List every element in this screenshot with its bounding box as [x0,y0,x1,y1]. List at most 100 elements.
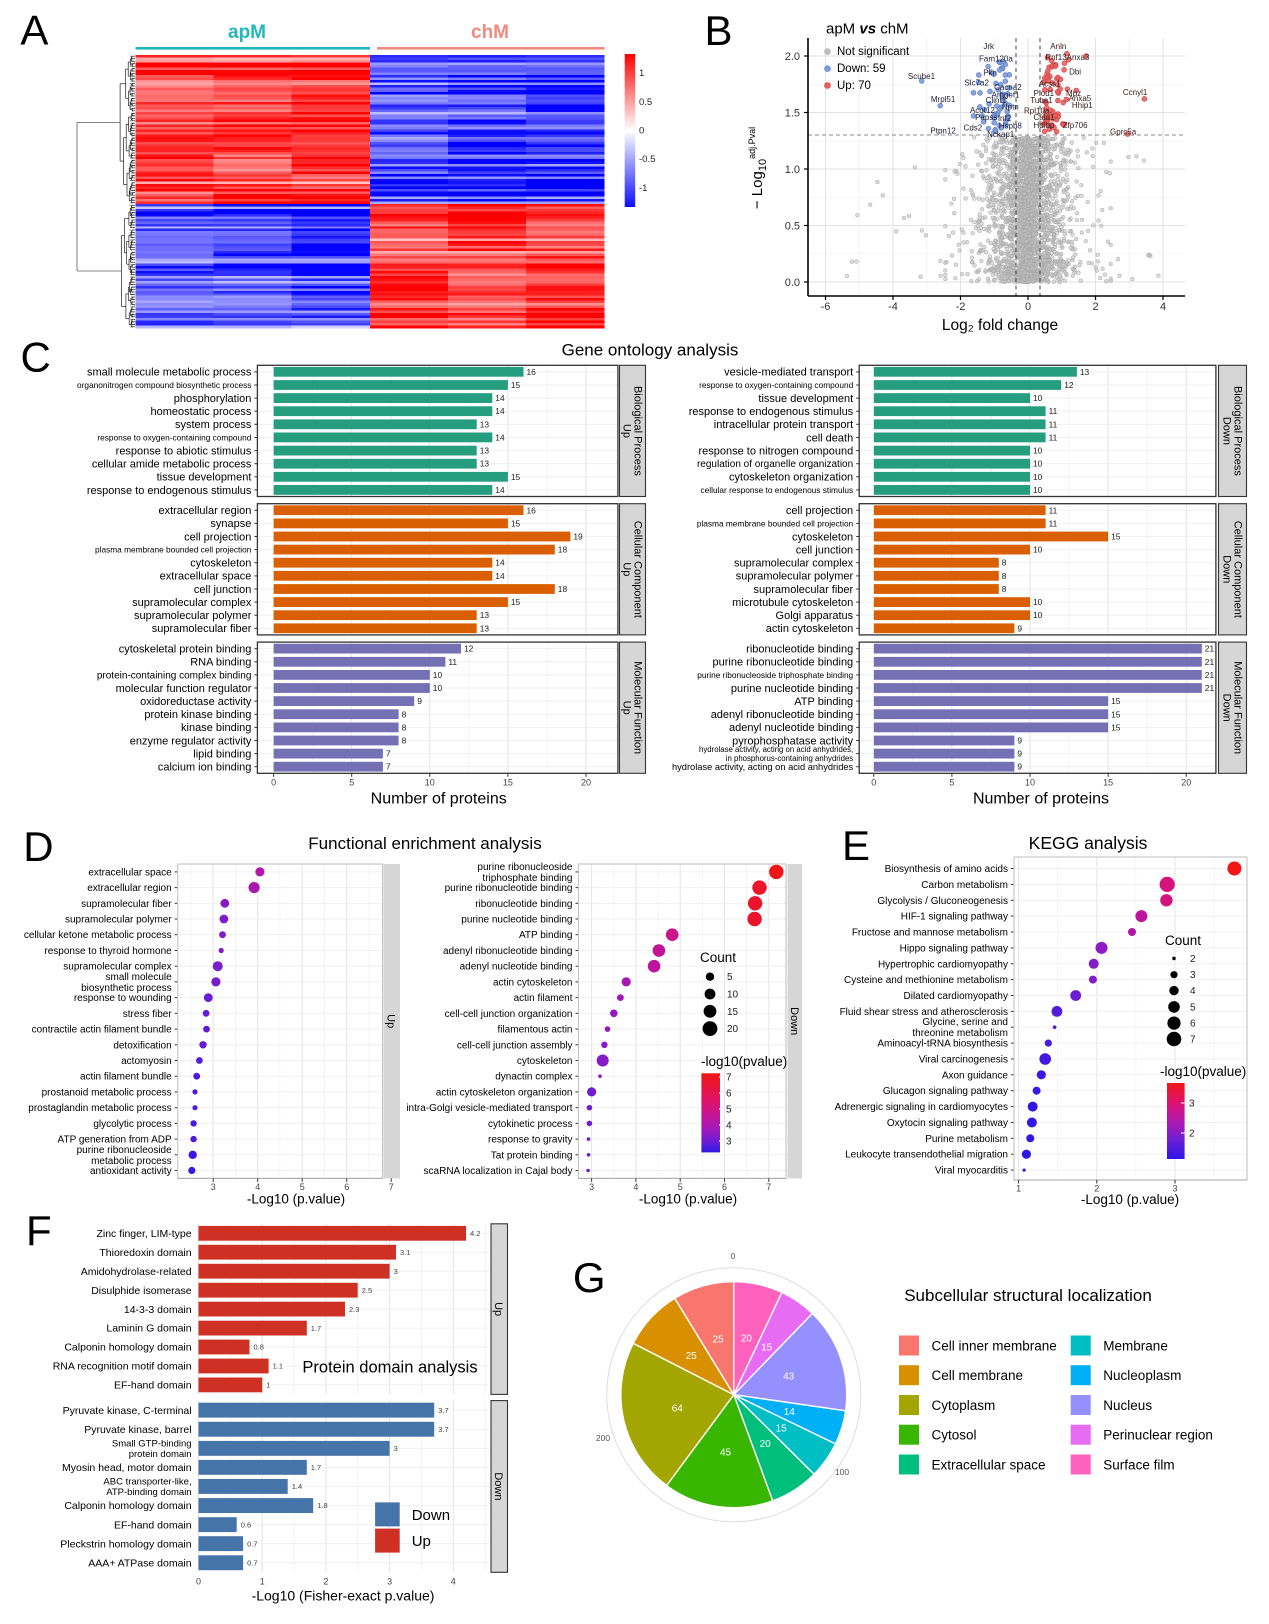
svg-text:Down: Down [412,1507,450,1524]
svg-text:ribonucleotide binding: ribonucleotide binding [475,899,572,910]
svg-text:Glucagon signaling pathway: Glucagon signaling pathway [883,1086,1008,1097]
svg-text:Disulphide isomerase: Disulphide isomerase [91,1285,192,1297]
svg-text:15: 15 [511,597,521,607]
svg-text:Mrpl51: Mrpl51 [931,95,956,104]
svg-text:Laminin G domain: Laminin G domain [106,1323,191,1335]
svg-text:Pkn: Pkn [983,68,997,77]
svg-text:purine nucleotide binding: purine nucleotide binding [731,683,853,695]
svg-text:-1: -1 [639,183,647,194]
svg-text:13: 13 [1080,367,1090,377]
svg-text:response to wounding: response to wounding [74,993,172,1004]
svg-text:19: 19 [573,532,583,542]
svg-text:Number of proteins: Number of proteins [371,791,507,808]
svg-text:prostanoid metabolic process: prostanoid metabolic process [42,1087,172,1098]
svg-text:supramolecular fiber: supramolecular fiber [754,584,854,596]
svg-text:Small GTP-binding: Small GTP-binding [112,1438,192,1449]
svg-text:43: 43 [783,1371,795,1382]
svg-text:organonitrogen compound biosyn: organonitrogen compound biosynthetic pro… [77,380,251,390]
svg-text:Functional enrichment analysis: Functional enrichment analysis [308,834,541,853]
svg-text:Biological Process: Biological Process [1232,386,1244,476]
svg-text:20: 20 [760,1439,772,1450]
svg-text:3: 3 [211,1182,216,1192]
svg-text:15: 15 [1111,722,1121,732]
svg-text:response to endogenous stimulu: response to endogenous stimulus [689,406,854,418]
svg-text:3: 3 [387,1576,392,1586]
svg-text:Golgi apparatus: Golgi apparatus [776,610,854,622]
svg-text:adenyl nucleotide binding: adenyl nucleotide binding [460,962,573,973]
svg-text:Molecular Function: Molecular Function [632,661,644,754]
svg-text:5: 5 [727,972,733,983]
svg-text:vesicle-mediated transport: vesicle-mediated transport [724,367,853,379]
svg-text:Membrane: Membrane [1103,1338,1168,1353]
svg-text:Glycolysis / Gluconeogenesis: Glycolysis / Gluconeogenesis [877,896,1008,907]
svg-text:antioxidant activity: antioxidant activity [90,1166,172,1177]
svg-text:13: 13 [480,610,490,620]
svg-text:Amidohydrolase-related: Amidohydrolase-related [81,1266,192,1278]
svg-text:intracellular protein transpor: intracellular protein transport [714,419,853,431]
svg-text:14: 14 [495,433,505,443]
svg-text:Leukocyte transendothelial mig: Leukocyte transendothelial migration [845,1150,1008,1161]
svg-text:actin cytoskeleton organizatio: actin cytoskeleton organization [436,1087,573,1098]
svg-text:-Log10 (p.value): -Log10 (p.value) [639,1192,737,1207]
svg-text:extracellular region: extracellular region [87,883,172,894]
svg-text:ATP binding: ATP binding [519,930,573,941]
svg-text:EF-hand domain: EF-hand domain [114,1380,192,1392]
svg-text:Hdlbp: Hdlbp [1033,121,1054,130]
svg-text:0.8: 0.8 [254,1343,264,1352]
svg-text:9: 9 [1017,736,1022,746]
svg-text:Mpz: Mpz [1066,89,1081,98]
svg-text:lipid binding: lipid binding [193,749,251,761]
svg-text:3: 3 [394,1444,398,1453]
svg-text:8: 8 [1002,571,1007,581]
svg-text:100: 100 [835,1467,849,1477]
svg-text:Cacna2: Cacna2 [994,83,1022,92]
svg-text:12: 12 [1064,380,1074,390]
svg-text:Acss1: Acss1 [1039,79,1061,88]
svg-text:Glycine, serine and: Glycine, serine and [922,1017,1008,1028]
svg-text:response to abiotic stimulus: response to abiotic stimulus [116,445,252,457]
svg-text:hydrolase activity, acting on: hydrolase activity, acting on acid anhyd… [699,745,853,754]
svg-text:20: 20 [1181,777,1191,787]
svg-text:response to oxygen-containing: response to oxygen-containing compound [97,432,251,442]
svg-text:protein kinase binding: protein kinase binding [144,709,251,721]
svg-text:tissue development: tissue development [758,393,853,405]
svg-text:8: 8 [402,736,407,746]
svg-text:Down: 59: Down: 59 [837,63,886,75]
svg-text:Not significant: Not significant [837,46,910,58]
svg-text:actin cytoskeleton: actin cytoskeleton [766,623,853,635]
svg-text:Ptpn12: Ptpn12 [930,126,956,135]
svg-text:Rpl10a: Rpl10a [1024,107,1050,116]
svg-text:9: 9 [1017,762,1022,772]
svg-text:Down: Down [492,1472,504,1500]
svg-text:5: 5 [349,777,354,787]
svg-text:phosphorylation: phosphorylation [174,393,252,405]
svg-text:200: 200 [596,1433,610,1443]
svg-text:cell junction: cell junction [796,545,853,557]
svg-text:Perinuclear region: Perinuclear region [1103,1428,1213,1443]
svg-text:Scube1: Scube1 [908,72,936,81]
svg-text:system process: system process [175,419,252,431]
svg-text:16: 16 [527,367,537,377]
svg-text:Up: Up [492,1302,504,1316]
svg-text:regulation of organelle organi: regulation of organelle organization [697,459,853,470]
svg-text:Nucleoplasm: Nucleoplasm [1103,1368,1181,1383]
svg-text:protein domain: protein domain [129,1449,192,1460]
svg-text:Up: Up [385,1014,397,1028]
svg-text:apM vs chM: apM vs chM [826,21,909,38]
svg-text:Cytoplasm: Cytoplasm [932,1398,996,1413]
svg-text:14: 14 [784,1407,796,1418]
svg-text:21: 21 [1205,683,1215,693]
svg-text:3: 3 [1172,1184,1177,1194]
svg-text:biosynthetic process: biosynthetic process [81,983,172,994]
svg-text:C: C [21,334,51,381]
svg-text:10: 10 [1033,545,1043,555]
svg-text:10: 10 [433,683,443,693]
svg-text:-4: -4 [888,301,898,313]
svg-text:protein-containing complex bin: protein-containing complex binding [97,670,252,681]
svg-text:Hippo signaling pathway: Hippo signaling pathway [900,943,1008,954]
svg-text:15: 15 [761,1343,773,1354]
svg-text:Count: Count [700,950,736,965]
svg-text:prostaglandin metabolic proces: prostaglandin metabolic process [28,1103,171,1114]
svg-text:ATP binding: ATP binding [794,696,853,708]
svg-text:11: 11 [1049,406,1058,416]
